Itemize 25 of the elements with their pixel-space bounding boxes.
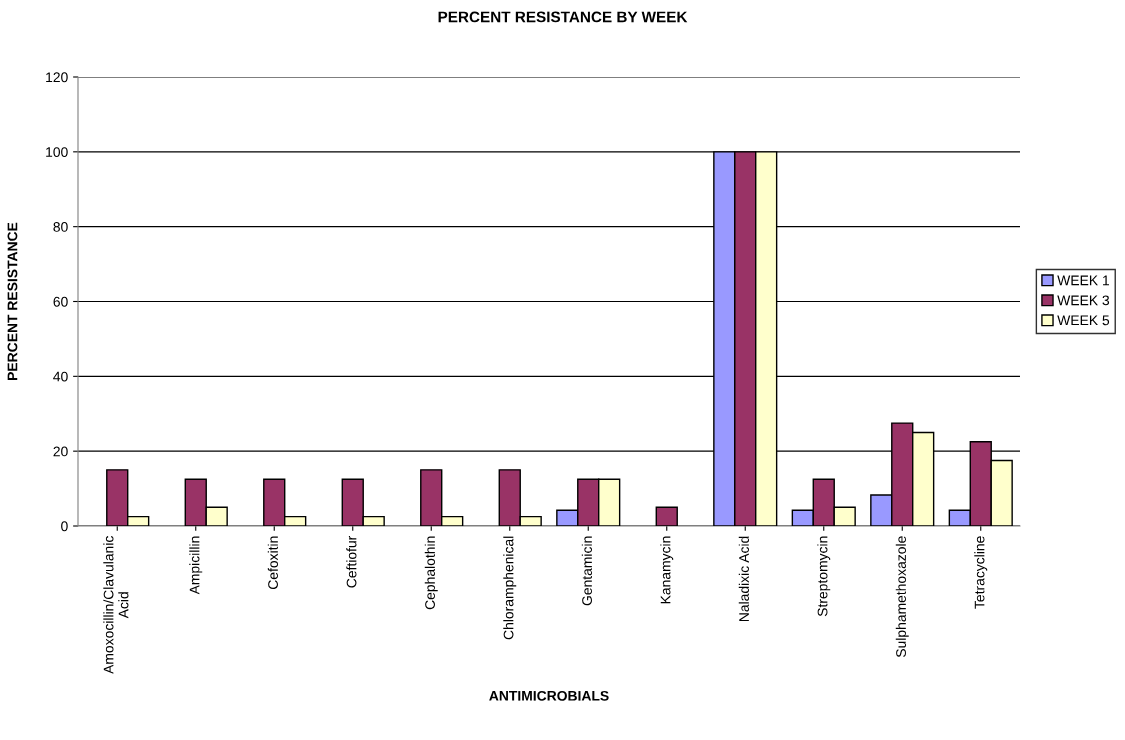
y-tick-label: 0 [61,521,68,532]
y-tick-label: 120 [46,72,68,83]
x-tick-label: Sulphamethoxazole [895,536,909,658]
y-axis-title: PERCENT RESISTANCE [7,222,18,380]
y-tick-label: 40 [53,371,68,382]
y-tick-label: 80 [53,222,68,232]
x-tick-label: Streptomycin [817,536,831,617]
x-tick-label: Cefoxitin [267,536,278,590]
y-tick-label: 60 [53,296,68,307]
legend-label: WEEK 1 [1057,275,1109,286]
legend-label: WEEK 5 [1057,315,1110,326]
x-tick-label: Kanamycin [660,536,674,604]
x-tick-label: Cephalothin [424,536,438,610]
y-tick-label: 20 [53,446,68,457]
x-tick-label: Chloramphenical [503,536,517,640]
legend-label: WEEK 3 [1057,295,1110,306]
x-tick-label: Amoxocillin/Clavulanic Acid [103,536,129,674]
x-tick-label: Naladixic Acid [738,536,749,622]
x-axis-title: ANTIMICROBIALS [489,690,609,701]
x-tick-label: Tetracycline [974,536,988,609]
x-tick-label: Ampicillin [189,536,203,595]
x-tick-label: Ceftiofur [346,535,357,588]
x-tick-label: Gentamicin [581,536,592,606]
chart-title: PERCENT RESISTANCE BY WEEK [438,11,688,23]
y-tick-label: 100 [46,147,68,157]
